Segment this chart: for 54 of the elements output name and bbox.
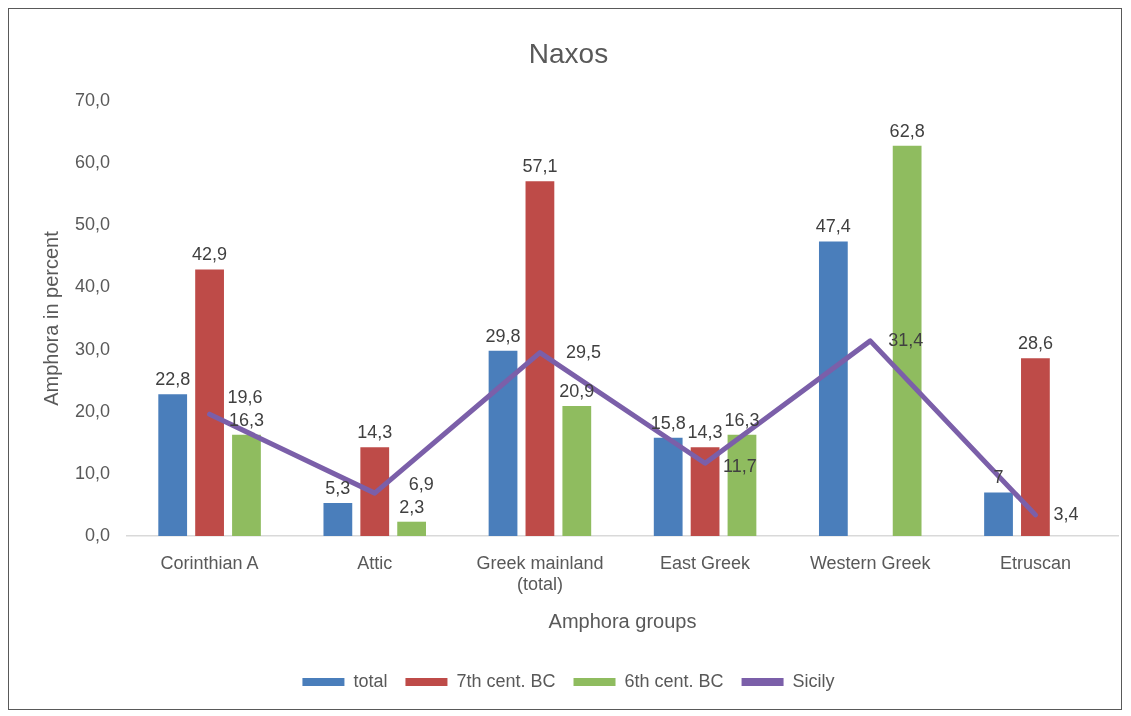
legend-label: 7th cent. BC: [456, 670, 556, 691]
data-label: 62,8: [889, 120, 925, 141]
bar: [690, 447, 720, 536]
data-label: 28,6: [1017, 333, 1053, 354]
data-label: 42,9: [192, 244, 228, 265]
data-label: 14,3: [357, 422, 393, 443]
data-label: 16,3: [724, 409, 760, 430]
bar: [984, 492, 1013, 536]
data-label: 47,4: [815, 216, 851, 237]
data-label: 3,4: [1053, 503, 1079, 524]
x-tick-label: Etruscan: [999, 552, 1071, 573]
bar: [360, 447, 390, 536]
y-tick-label: 10,0: [74, 462, 110, 483]
bar: [195, 269, 224, 536]
bar: [323, 503, 353, 536]
data-label: 20,9: [559, 381, 595, 402]
bar: [397, 521, 427, 536]
bar: [525, 181, 555, 536]
x-tick-label: Corinthian A: [160, 552, 259, 573]
bar: [653, 437, 683, 536]
x-tick-label: Attic: [357, 552, 393, 573]
data-label: 6,9: [408, 474, 434, 495]
bar: [1021, 358, 1050, 536]
bar: [232, 434, 261, 536]
bar: [158, 394, 188, 536]
data-label: 19,6: [227, 387, 263, 408]
bar: [818, 241, 848, 536]
y-tick-label: 30,0: [74, 338, 110, 359]
data-label: 15,8: [650, 412, 686, 433]
x-tick-label: Western Greek: [809, 552, 932, 573]
y-axis-title: Amphora in percent: [39, 230, 62, 406]
x-axis-title: Amphora groups: [548, 609, 697, 632]
y-tick-label: 40,0: [74, 276, 110, 297]
x-tick-label: East Greek: [660, 552, 752, 573]
x-tick-label: Greek mainland (total): [476, 552, 604, 595]
data-label: 5,3: [325, 478, 351, 499]
bar: [488, 350, 518, 536]
y-tick-label: 20,0: [74, 400, 110, 421]
y-tick-label: 60,0: [74, 152, 110, 173]
data-label: 22,8: [155, 369, 191, 390]
bar: [562, 406, 592, 536]
data-label: 14,3: [687, 422, 723, 443]
legend-label: 6th cent. BC: [624, 670, 724, 691]
data-label: 29,5: [565, 341, 601, 362]
data-label: 2,3: [399, 496, 425, 517]
legend-label: total: [353, 670, 388, 691]
y-tick-label: 50,0: [74, 214, 110, 235]
chart-title: Naxos: [528, 37, 609, 69]
y-tick-label: 70,0: [74, 89, 110, 110]
data-label: 16,3: [228, 409, 264, 430]
data-label: 57,1: [522, 156, 558, 177]
data-label: 29,8: [485, 325, 521, 346]
y-tick-label: 0,0: [84, 524, 110, 545]
legend-label: Sicily: [792, 670, 835, 691]
